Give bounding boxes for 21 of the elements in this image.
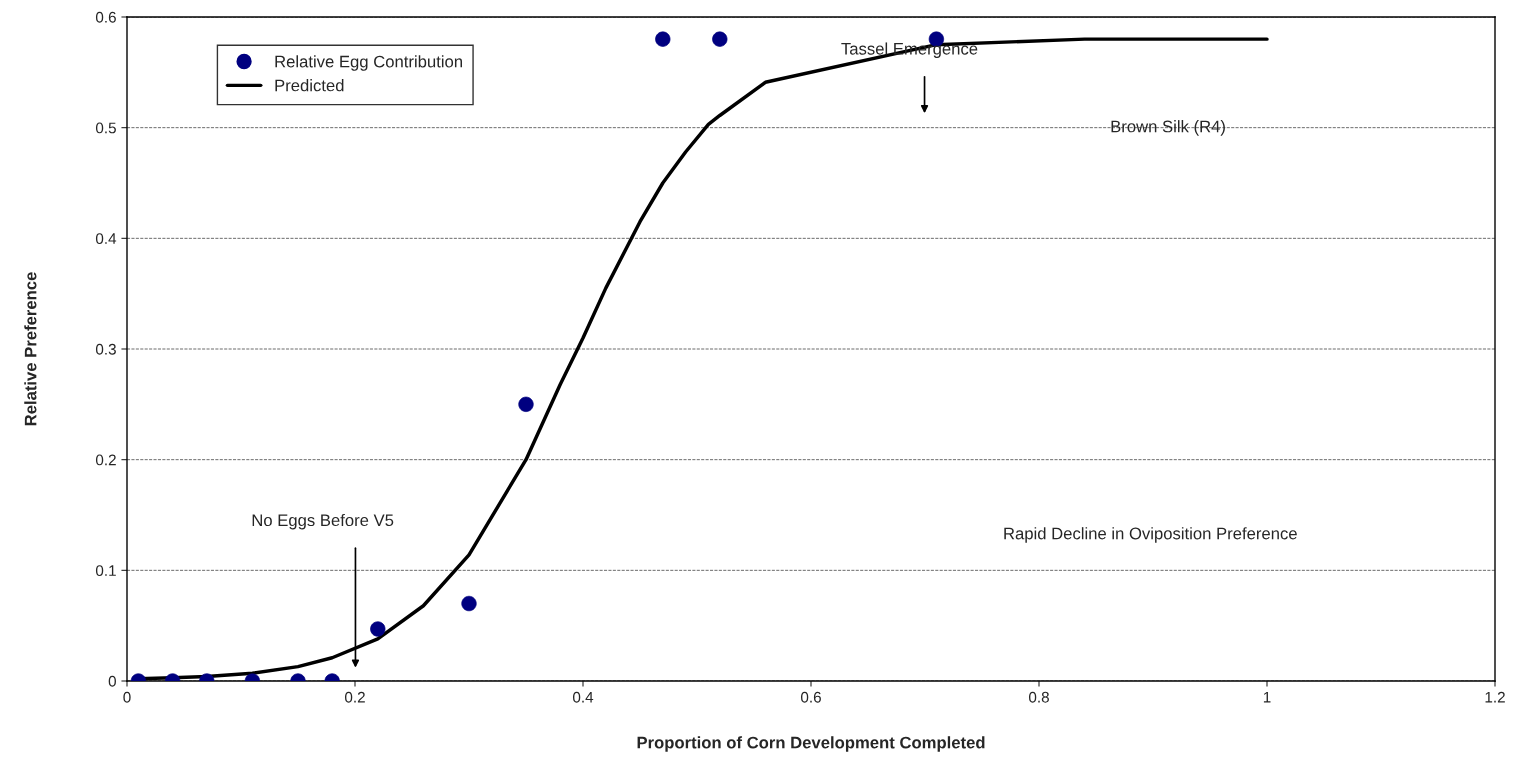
y-axis-title: Relative Preference: [24, 272, 37, 426]
y-tick-label: 0.6: [95, 11, 116, 23]
x-tick-label: 1: [1263, 691, 1271, 703]
x-axis-title: Proportion of Corn Development Completed: [637, 736, 985, 752]
y-tick-label: 0.5: [95, 122, 116, 134]
x-tick-label: 0: [123, 691, 131, 703]
legend-label: Relative Egg Contribution: [275, 55, 462, 71]
y-tick-label: 0.3: [95, 343, 116, 355]
x-tick-label: 0.4: [572, 691, 594, 703]
legend-label: Predicted: [275, 79, 344, 92]
annotation: Brown Silk (R4): [1111, 120, 1225, 136]
y-tick-label: 0.1: [95, 565, 116, 577]
x-tick-label: 0.8: [1028, 691, 1049, 703]
x-tick-label: 0.6: [800, 691, 821, 703]
y-tick-label: 0.2: [95, 454, 116, 466]
annotation: No Eggs Before V5: [252, 513, 394, 530]
x-tick-label: 1.2: [1485, 691, 1505, 703]
x-tick-label: 0.2: [344, 691, 365, 703]
annotation: Rapid Decline in Oviposition Preference: [1004, 527, 1297, 543]
y-tick-label: 0.4: [95, 233, 117, 245]
y-tick-label: 0: [108, 675, 116, 687]
